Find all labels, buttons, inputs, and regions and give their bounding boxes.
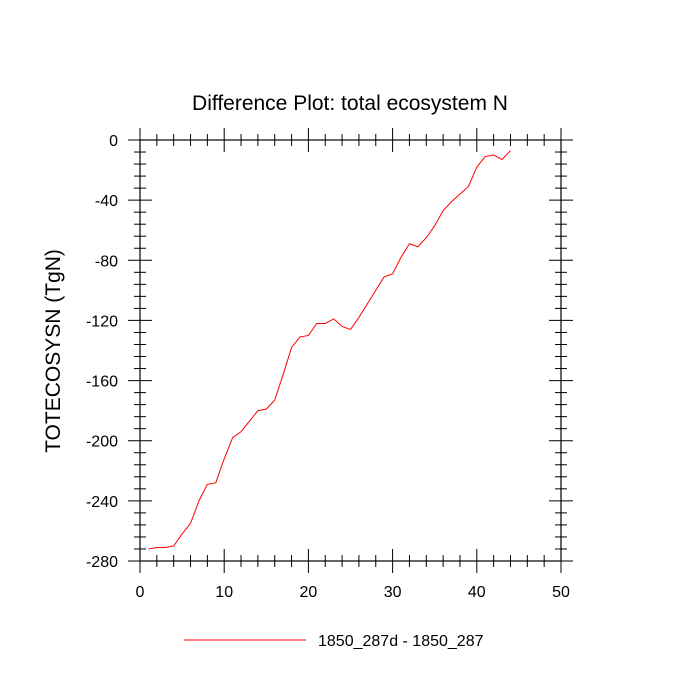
- chart-title: Difference Plot: total ecosystem N: [192, 92, 508, 115]
- y-tick-label: -200: [86, 434, 118, 451]
- x-tick-label: 40: [468, 584, 486, 601]
- x-tick-label: 10: [215, 584, 233, 601]
- y-tick-label: -120: [86, 313, 118, 330]
- y-tick-label: -280: [86, 554, 118, 571]
- x-tick-label: 50: [552, 584, 570, 601]
- legend: 1850_287d - 1850_287: [184, 633, 484, 650]
- series-line: [148, 150, 511, 550]
- y-axis-label: TOTECOSYSN (TgN): [42, 249, 65, 453]
- axis-ticks: 0 10 20 30 40 50 0 -40 -80 -120 -160 -200 -240 -280: [86, 128, 573, 601]
- x-tick-label: 20: [300, 584, 318, 601]
- series-layer: [148, 150, 511, 550]
- y-tick-label: 0: [109, 133, 118, 150]
- legend-label: 1850_287d - 1850_287: [318, 633, 484, 650]
- y-tick-label: -80: [95, 253, 118, 270]
- y-tick-label: -240: [86, 494, 118, 511]
- plot-frame: [139, 139, 562, 562]
- y-tick-label: -40: [95, 193, 118, 210]
- x-tick-label: 30: [384, 584, 402, 601]
- y-tick-label: -160: [86, 374, 118, 391]
- x-tick-label: 0: [136, 584, 145, 601]
